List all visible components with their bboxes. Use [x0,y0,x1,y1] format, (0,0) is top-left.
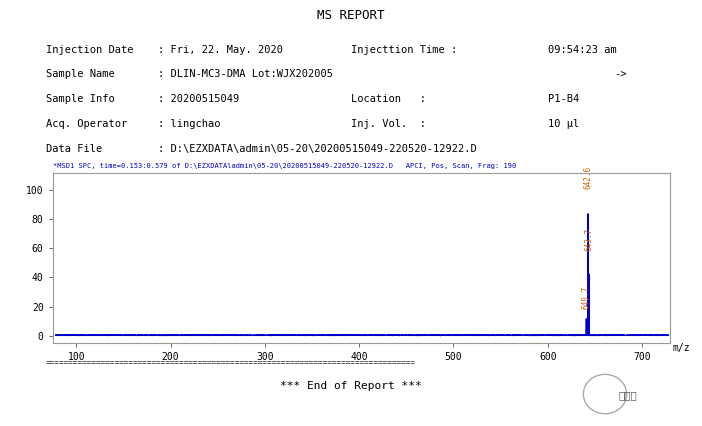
Text: Data File: Data File [46,144,102,153]
Text: 09:54:23 am: 09:54:23 am [548,45,616,55]
Text: m/z: m/z [673,343,690,353]
Text: : 20200515049: : 20200515049 [158,94,239,104]
Text: Sample Name: Sample Name [46,69,114,79]
Text: ->: -> [614,69,627,79]
Text: Sample Info: Sample Info [46,94,114,104]
Text: 643.7: 643.7 [585,228,593,251]
Text: Injecttion Time :: Injecttion Time : [351,45,457,55]
Text: Acq. Operator: Acq. Operator [46,119,127,129]
Text: 艾伟拓: 艾伟拓 [618,390,637,400]
Text: Injection Date: Injection Date [46,45,133,55]
Text: MS REPORT: MS REPORT [317,9,385,23]
Text: P1-B4: P1-B4 [548,94,579,104]
Text: 642.6: 642.6 [583,165,592,189]
Text: : D:\EZXDATA\admin\05-20\20200515049-220520-12922.D: : D:\EZXDATA\admin\05-20\20200515049-220… [158,144,477,153]
Text: : DLIN-MC3-DMA Lot:WJX202005: : DLIN-MC3-DMA Lot:WJX202005 [158,69,333,79]
Text: *MSD1 SPC, time=0.153:0.579 of D:\EZXDATAladmin\05-20\20200515049-220520-12922.D: *MSD1 SPC, time=0.153:0.579 of D:\EZXDAT… [53,163,516,170]
Text: Location   :: Location : [351,94,426,104]
Text: : lingchao: : lingchao [158,119,220,129]
Text: 640.7: 640.7 [582,286,590,309]
Text: ================================================================================: ========================================… [46,358,416,367]
Text: : Fri, 22. May. 2020: : Fri, 22. May. 2020 [158,45,283,55]
Text: *** End of Report ***: *** End of Report *** [280,381,422,391]
Text: Inj. Vol.  :: Inj. Vol. : [351,119,426,129]
Text: 10 μl: 10 μl [548,119,579,129]
